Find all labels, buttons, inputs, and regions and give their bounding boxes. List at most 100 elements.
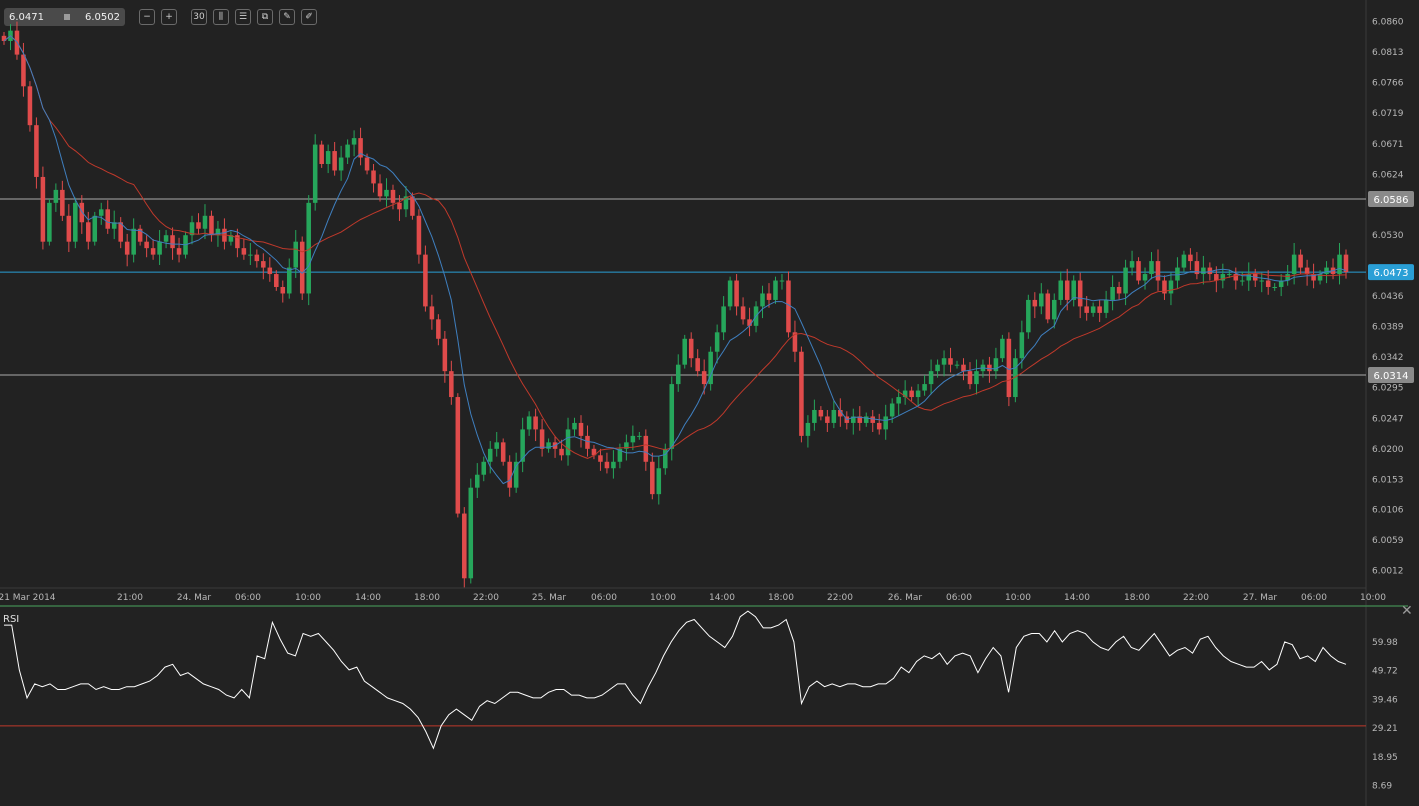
time-axis-tick-label: 24. Mar bbox=[177, 593, 211, 603]
candle-body bbox=[831, 409, 837, 423]
candle-body bbox=[935, 364, 940, 372]
candle-body bbox=[604, 461, 610, 469]
candle-body bbox=[189, 222, 195, 236]
price-axis-tick-label: 6.0436 bbox=[1372, 292, 1404, 302]
time-axis-tick-label: 06:00 bbox=[1301, 593, 1327, 603]
candle-body bbox=[630, 435, 636, 443]
candle-body bbox=[734, 280, 739, 307]
draw-button[interactable]: ✐ bbox=[301, 9, 317, 25]
candle-body bbox=[176, 248, 182, 255]
candle-body bbox=[993, 358, 999, 372]
price-axis-tick-label: 6.0342 bbox=[1372, 353, 1404, 363]
candle-body bbox=[546, 442, 551, 449]
indicators-button[interactable]: ☰ bbox=[235, 9, 251, 25]
quote-separator-icon bbox=[64, 14, 70, 20]
candle-body bbox=[1194, 261, 1200, 275]
zoom-in-button[interactable]: + bbox=[161, 9, 177, 25]
candle-body bbox=[961, 364, 966, 372]
time-axis-tick-label: 22:00 bbox=[1183, 593, 1209, 603]
templates-button[interactable]: ⧉ bbox=[257, 9, 273, 25]
candle-body bbox=[1, 35, 7, 42]
candle-body bbox=[1291, 254, 1297, 275]
candle-body bbox=[261, 261, 266, 268]
candle-body bbox=[656, 468, 662, 495]
candle-body bbox=[202, 215, 208, 229]
rsi-axis-tick-label: 59.98 bbox=[1372, 638, 1398, 648]
candle-body bbox=[617, 448, 623, 462]
price-axis-tick-label: 6.0813 bbox=[1372, 48, 1404, 58]
rsi-indicator-label: RSI bbox=[3, 614, 19, 625]
candle-body bbox=[591, 448, 597, 456]
indicators-icon: ☰ bbox=[238, 12, 248, 22]
price-axis-tick-label: 6.0106 bbox=[1372, 506, 1404, 516]
candle-body bbox=[254, 254, 260, 262]
price-axis-tick-label: 6.0389 bbox=[1372, 322, 1404, 332]
candle-body bbox=[449, 371, 454, 398]
candle-body bbox=[1103, 299, 1109, 313]
candle-body bbox=[111, 222, 117, 229]
candle-body bbox=[1343, 254, 1349, 273]
candle-body bbox=[423, 254, 428, 307]
price-axis-tick-label: 6.0624 bbox=[1372, 170, 1404, 180]
candle-body bbox=[1311, 274, 1316, 281]
candle-body bbox=[928, 371, 934, 385]
candle-body bbox=[786, 280, 791, 333]
zoom-out-button[interactable]: − bbox=[139, 9, 155, 25]
candle-body bbox=[1259, 280, 1264, 282]
draw-icon: ✐ bbox=[305, 12, 313, 22]
candle-body bbox=[1136, 261, 1141, 281]
level-price-label: 6.0586 bbox=[1374, 195, 1409, 206]
candle-body bbox=[889, 403, 895, 417]
candle-body bbox=[325, 151, 331, 165]
templates-icon: ⧉ bbox=[261, 12, 269, 22]
candle-body bbox=[915, 390, 921, 398]
price-axis-tick-label: 6.0012 bbox=[1372, 567, 1404, 577]
candle-body bbox=[163, 235, 169, 242]
candle-body bbox=[1116, 286, 1122, 294]
candle-body bbox=[650, 461, 655, 495]
ask-price: 6.0502 bbox=[85, 11, 120, 23]
candle-body bbox=[974, 371, 979, 385]
time-axis-tick-label: 18:00 bbox=[414, 593, 440, 603]
zoom-in-icon: + bbox=[165, 12, 173, 22]
candle-body bbox=[118, 222, 123, 242]
time-axis-tick-label: 10:00 bbox=[1360, 593, 1386, 603]
candle-body bbox=[306, 202, 311, 294]
chart-type-button[interactable]: ⫼ bbox=[213, 9, 229, 25]
candle-body bbox=[1058, 280, 1064, 300]
candle-body bbox=[941, 358, 947, 365]
candle-body bbox=[248, 254, 253, 256]
rsi-axis-tick-label: 8.69 bbox=[1372, 782, 1392, 792]
time-axis-tick-label: 18:00 bbox=[1124, 593, 1150, 603]
candle-body bbox=[27, 86, 33, 126]
candle-body bbox=[637, 435, 642, 437]
candle-body bbox=[863, 416, 869, 423]
candle-body bbox=[474, 474, 480, 488]
close-indicator-icon[interactable]: ✕ bbox=[1401, 603, 1413, 619]
candle-body bbox=[1077, 280, 1083, 307]
candle-body bbox=[105, 209, 110, 229]
price-axis-tick-label: 6.0671 bbox=[1372, 140, 1404, 150]
candle-body bbox=[1019, 332, 1025, 359]
price-axis-tick-label: 6.0719 bbox=[1372, 109, 1404, 119]
candle-body bbox=[773, 280, 778, 300]
candle-body bbox=[714, 332, 720, 352]
candle-body bbox=[1013, 358, 1018, 398]
candle-body bbox=[1240, 280, 1245, 282]
level-price-tag bbox=[1368, 190, 1414, 207]
edit-button[interactable]: ✎ bbox=[279, 9, 295, 25]
candle-body bbox=[390, 189, 396, 203]
candle-body bbox=[857, 416, 863, 423]
candle-body bbox=[92, 215, 98, 242]
candle-body bbox=[838, 409, 843, 417]
candle-body bbox=[565, 429, 571, 456]
candle-body bbox=[60, 189, 65, 216]
candle-body bbox=[332, 151, 337, 171]
candle-body bbox=[241, 248, 247, 255]
timeframe-button[interactable]: 30 bbox=[191, 9, 207, 25]
candle-body bbox=[455, 397, 461, 514]
candle-body bbox=[170, 235, 175, 249]
candle-body bbox=[462, 513, 467, 579]
candle-body bbox=[779, 280, 785, 282]
